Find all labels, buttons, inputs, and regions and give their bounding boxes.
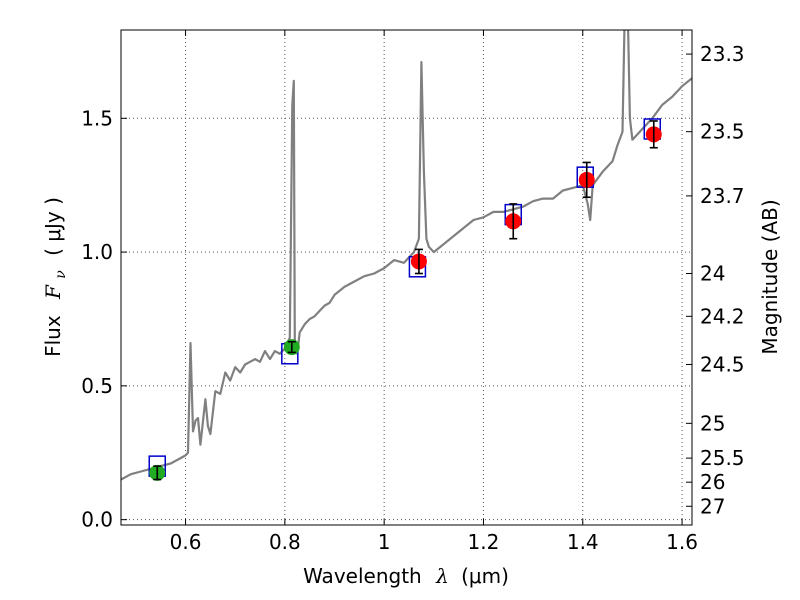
y-axis-label: Flux F ν ( μJy )	[41, 197, 70, 357]
y-axis-label-subscript: ν	[53, 270, 69, 279]
y-axis-label-symbol: F	[41, 284, 65, 300]
x-tick-label: 1.4	[567, 530, 599, 554]
y-tick-label: 0.5	[81, 374, 113, 398]
x-tick-label: 1.2	[468, 530, 500, 554]
model-spectrum-line	[121, 30, 692, 481]
y-tick-label: 1.0	[81, 240, 113, 264]
x-axis-label: Wavelength λ (μm)	[303, 564, 509, 588]
y-axis-label-prefix: Flux	[41, 315, 65, 357]
x-axis-label-prefix: Wavelength	[303, 564, 422, 588]
x-tick-label: 0.6	[170, 530, 202, 554]
right-tick-label: 25.5	[700, 446, 745, 470]
x-tick-label: 1	[378, 530, 391, 554]
x-axis-label-unit: (μm)	[461, 564, 509, 588]
right-tick-label: 24.2	[700, 304, 745, 328]
right-tick-label: 24	[700, 261, 725, 285]
grid	[121, 30, 692, 525]
plot-area	[121, 30, 692, 481]
plot-frame	[120, 29, 693, 526]
right-tick-label: 23.5	[700, 120, 745, 144]
axis-ticks: 0.6 0.8 1 1.2 1.4 1.6 0.0 0.5 1.0 1.5 23.3 23.5 23.7…	[81, 30, 745, 554]
right-tick-label: 27	[700, 494, 725, 518]
x-axis-label-symbol: λ	[435, 564, 449, 588]
right-axis-label: Magnitude (AB)	[758, 199, 782, 354]
y-axis-label-unit: ( μJy )	[41, 197, 65, 256]
right-tick-label: 23.7	[700, 184, 745, 208]
right-tick-label: 26	[700, 470, 725, 494]
right-tick-label: 24.5	[700, 352, 745, 376]
x-tick-label: 0.8	[269, 530, 301, 554]
x-tick-label: 1.6	[666, 530, 698, 554]
y-tick-label: 0.0	[81, 508, 113, 532]
right-tick-label: 25	[700, 411, 725, 435]
y-tick-label: 1.5	[81, 106, 113, 130]
right-tick-label: 23.3	[700, 42, 745, 66]
